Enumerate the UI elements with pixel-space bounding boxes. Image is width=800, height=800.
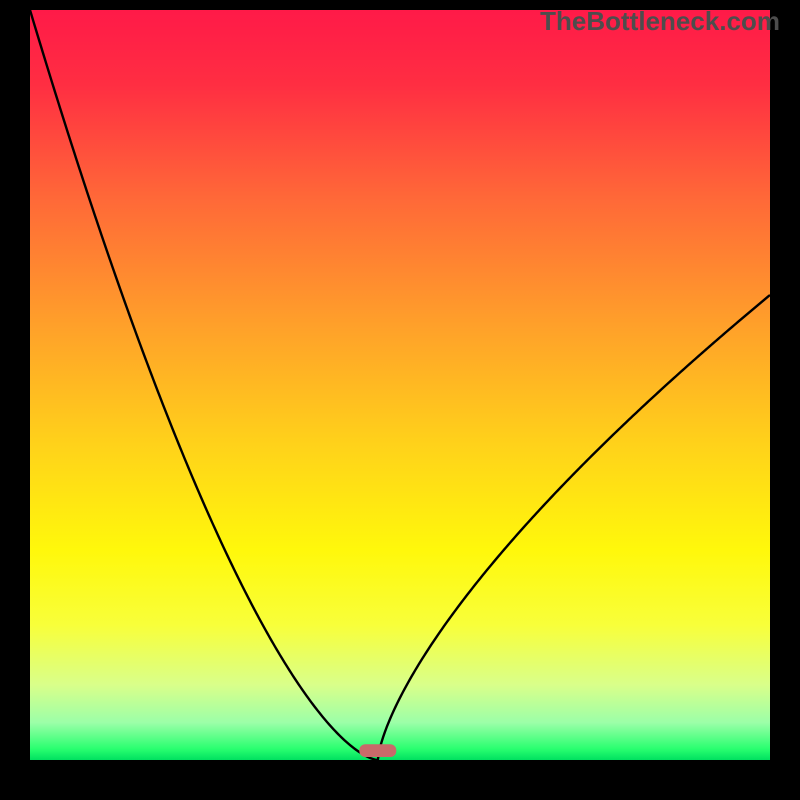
optimal-marker bbox=[359, 744, 396, 757]
gradient-bg bbox=[30, 10, 770, 760]
watermark-text: TheBottleneck.com bbox=[540, 6, 780, 37]
plot-area bbox=[30, 10, 770, 760]
chart-frame: TheBottleneck.com bbox=[0, 0, 800, 800]
chart-svg bbox=[30, 10, 770, 760]
